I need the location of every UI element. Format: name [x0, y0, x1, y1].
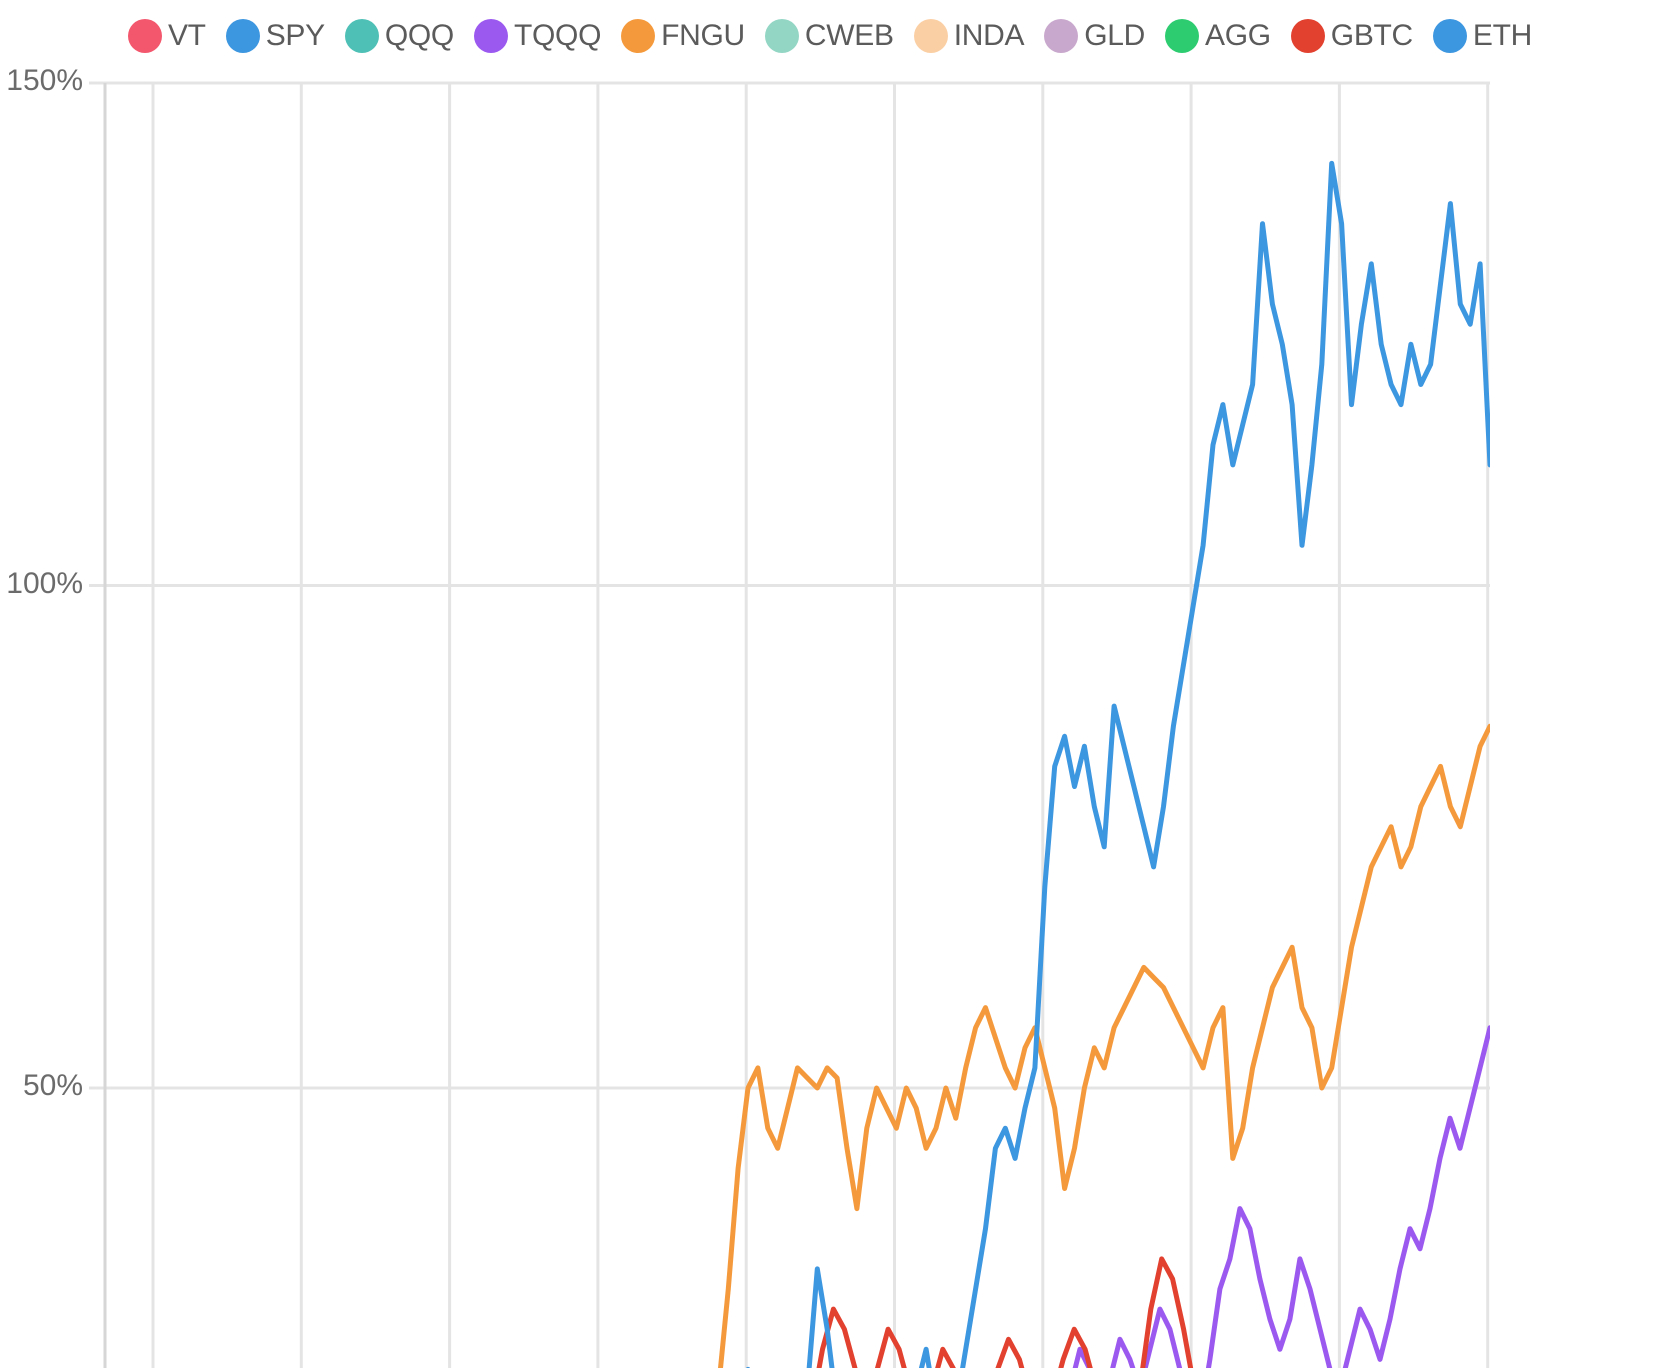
- legend-item-spy[interactable]: SPY: [225, 19, 325, 53]
- legend-item-gbtc[interactable]: GBTC: [1290, 19, 1413, 53]
- legend-item-eth[interactable]: ETH: [1432, 19, 1533, 53]
- legend-item-label: GLD: [1084, 19, 1145, 52]
- legend-item-label: VT: [167, 19, 206, 52]
- legend-item-label: CWEB: [804, 19, 894, 52]
- series-line-tqqq[interactable]: [860, 1025, 1490, 1368]
- legend-swatch-icon: [764, 19, 799, 53]
- series-lines: [521, 160, 1491, 1368]
- legend-item-label: ETH: [1472, 19, 1533, 52]
- y-axis-tick-label: 100%: [6, 566, 83, 600]
- legend-swatch-icon: [473, 19, 508, 53]
- series-line-eth[interactable]: [521, 160, 1491, 1368]
- legend-item-inda[interactable]: INDA: [913, 19, 1025, 53]
- y-axis-tick-label: 50%: [22, 1069, 83, 1102]
- gridlines: [89, 81, 1490, 1368]
- legend-swatch-icon: [1044, 19, 1079, 53]
- legend-item-cweb[interactable]: CWEB: [764, 19, 894, 53]
- legend-item-vt[interactable]: VT: [127, 19, 206, 53]
- legend-swatch-icon: [344, 19, 379, 53]
- legend-swatch-icon: [225, 19, 260, 53]
- legend-item-label: SPY: [265, 19, 325, 52]
- chart-legend: VT SPY QQQ TQQQ FNGU CWEB INDA GLD AGG GBTC ETH: [0, 0, 1680, 72]
- legend-item-label: FNGU: [661, 19, 745, 52]
- legend-item-label: GBTC: [1330, 19, 1413, 52]
- legend-item-label: TQQQ: [513, 19, 602, 52]
- legend-item-tqqq[interactable]: TQQQ: [473, 19, 602, 53]
- legend-item-label: QQQ: [384, 19, 454, 52]
- y-axis-tick-label: 150%: [6, 64, 83, 97]
- legend-swatch-icon: [913, 19, 948, 53]
- legend-item-fngu[interactable]: FNGU: [621, 19, 745, 53]
- legend-swatch-icon: [1432, 19, 1467, 53]
- series-line-fngu[interactable]: [521, 723, 1491, 1368]
- legend-item-agg[interactable]: AGG: [1165, 19, 1271, 53]
- legend-swatch-icon: [1290, 19, 1325, 53]
- legend-swatch-icon: [621, 19, 656, 53]
- legend-item-qqq[interactable]: QQQ: [344, 19, 454, 53]
- legend-item-label: INDA: [953, 19, 1025, 52]
- legend-swatch-icon: [127, 19, 162, 53]
- legend-item-gld[interactable]: GLD: [1044, 19, 1145, 53]
- legend-item-label: AGG: [1205, 19, 1271, 52]
- legend-swatch-icon: [1165, 19, 1199, 53]
